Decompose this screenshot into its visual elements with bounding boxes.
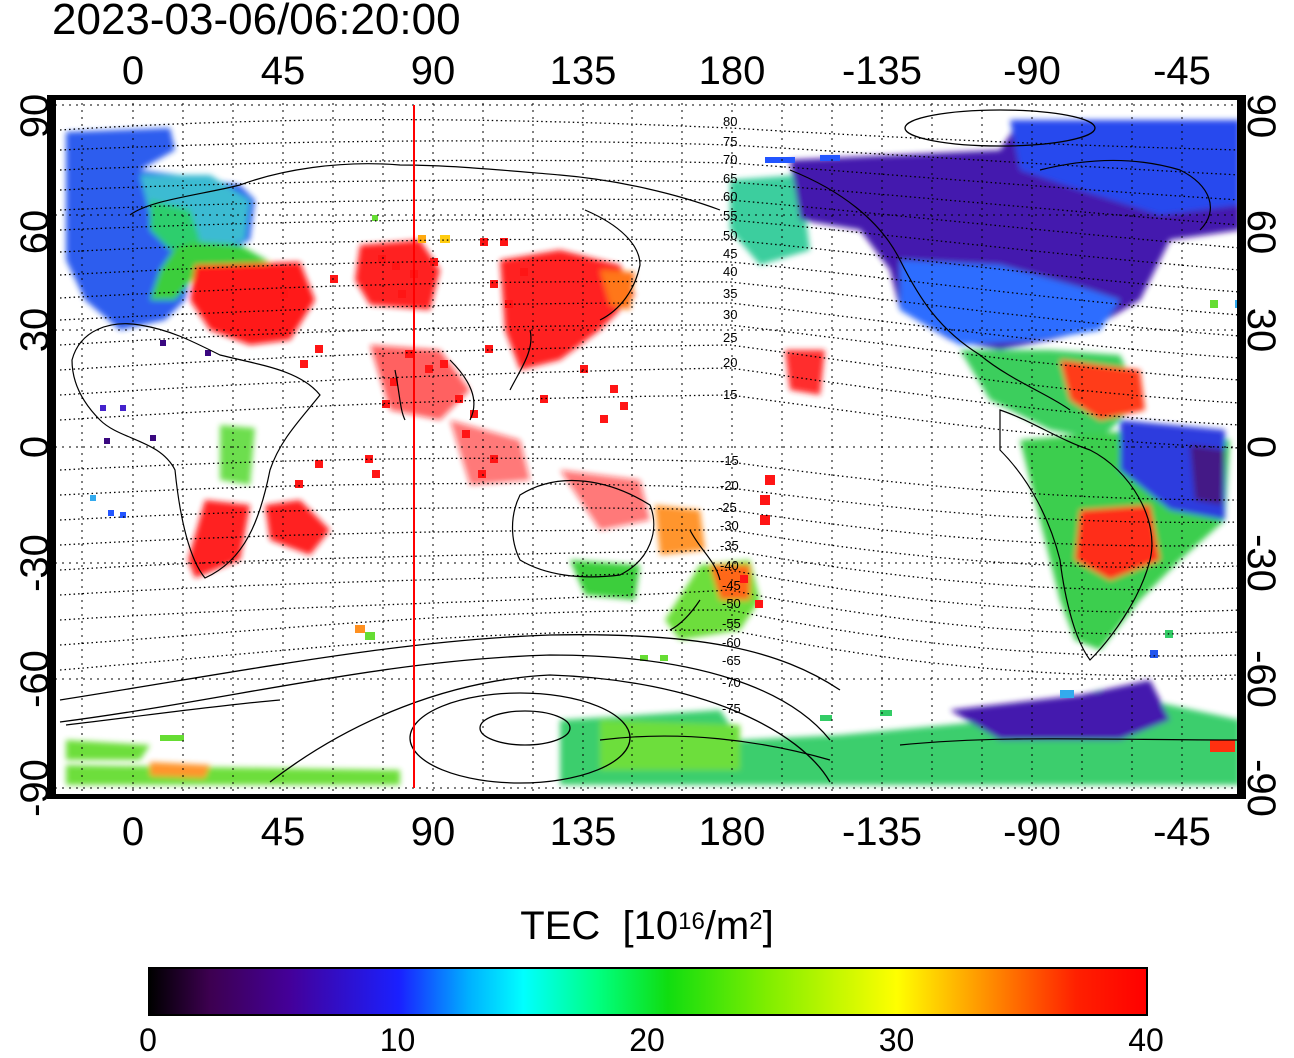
top-lon-label: 45 — [261, 49, 306, 93]
left-lat-label: 30 — [13, 308, 57, 353]
contour-label: 70 — [723, 152, 737, 167]
contour-label: -75 — [722, 701, 741, 716]
contour-label: 25 — [723, 330, 737, 345]
colorbar-tick-label: 10 — [379, 1022, 416, 1058]
top-lon-label: -45 — [1153, 49, 1211, 93]
contour-label: -65 — [722, 653, 741, 668]
top-lon-label: 180 — [699, 49, 766, 93]
left-lat-label: -60 — [13, 650, 57, 708]
contour-label: 50 — [723, 228, 737, 243]
left-latitude-labels: 90 60 30 0 -30 -60 -90 — [13, 94, 57, 817]
top-lon-label: -90 — [1003, 49, 1061, 93]
colorbar-tick-label: 0 — [139, 1022, 157, 1058]
map-title: 2023-03-06/06:20:00 — [52, 0, 461, 44]
contour-label: -55 — [722, 616, 741, 631]
top-longitude-labels: 0 45 90 135 180 -135 -90 -45 — [122, 49, 1211, 93]
bottom-lon-label: -90 — [1003, 810, 1061, 854]
contour-label: -60 — [722, 635, 741, 650]
contour-label: 35 — [723, 286, 737, 301]
contour-label: -15 — [720, 453, 739, 468]
mag-contours-solid — [59, 109, 1096, 784]
right-latitude-labels: 90 60 30 0 -30 -60 -90 — [1239, 94, 1283, 817]
colorbar-unit-exponent: 16 — [678, 908, 705, 935]
left-lat-label: -90 — [13, 759, 57, 817]
contour-label: -20 — [720, 478, 739, 493]
colorbar-tick-label: 40 — [1128, 1022, 1164, 1058]
contour-labels: 80 75 70 65 60 55 50 45 40 35 30 25 20 15 -15 -20 -25 -30… — [718, 114, 741, 716]
bottom-lon-label: -45 — [1153, 810, 1211, 854]
top-lon-label: 90 — [411, 49, 456, 93]
colorbar-title: TEC [1016/m2] — [0, 902, 1294, 950]
contour-label: -35 — [720, 538, 739, 553]
bottom-lon-label: 135 — [550, 810, 617, 854]
contour-label: -40 — [720, 558, 739, 573]
colorbar-quantity: TEC — [520, 904, 601, 948]
right-lat-label: 30 — [1239, 308, 1283, 353]
colorbar-unit-suffix: ] — [762, 904, 774, 948]
contour-label: 65 — [723, 171, 737, 186]
tec-map: 80 75 70 65 60 55 50 45 40 35 30 25 20 15 -15 -20 -25 -30… — [13, 49, 1283, 854]
colorbar-tick-label: 20 — [629, 1022, 665, 1058]
right-lat-label: -60 — [1239, 650, 1283, 708]
right-lat-label: 90 — [1239, 94, 1283, 139]
contour-label: 60 — [723, 189, 737, 204]
frame-ticks — [48, 96, 1245, 798]
colorbar-tick-label: 30 — [878, 1022, 915, 1058]
contour-label: -45 — [722, 578, 741, 593]
left-lat-label: -30 — [13, 534, 57, 592]
contour-label: 75 — [723, 134, 737, 149]
right-lat-label: -90 — [1239, 759, 1283, 817]
left-lat-label: 60 — [13, 210, 57, 255]
mag-contours — [59, 118, 1241, 677]
contour-label: 80 — [723, 114, 737, 129]
contour-label: 15 — [723, 387, 737, 402]
contour-label: -25 — [718, 500, 737, 515]
colorbar-unit-prefix: [10 — [622, 904, 679, 948]
contour-label: 45 — [723, 246, 737, 261]
bottom-longitude-labels: 0 45 90 135 180 -135 -90 -45 — [122, 810, 1211, 854]
left-lat-label: 0 — [13, 436, 57, 458]
bottom-lon-label: 180 — [699, 810, 766, 854]
contour-label: -50 — [722, 596, 741, 611]
bottom-lon-label: 90 — [411, 810, 456, 854]
top-lon-label: 135 — [550, 49, 617, 93]
colorbar-unit-exponent2: 2 — [749, 908, 763, 935]
contour-label: 30 — [723, 307, 737, 322]
bottom-lon-label: 0 — [122, 810, 144, 854]
right-lat-label: 60 — [1239, 210, 1283, 255]
bottom-lon-label: 45 — [261, 810, 306, 854]
colorbar — [148, 967, 1148, 1016]
contour-label: 40 — [723, 264, 737, 279]
contour-label: 55 — [723, 208, 737, 223]
colorbar-unit-mid: /m — [704, 904, 750, 948]
contour-label: -70 — [722, 675, 741, 690]
contour-label: -30 — [720, 518, 739, 533]
left-lat-label: 90 — [13, 94, 57, 139]
tec-patches — [66, 120, 1240, 785]
bottom-lon-label: -135 — [842, 810, 922, 854]
right-lat-label: 0 — [1239, 436, 1283, 458]
top-lon-label: -135 — [842, 49, 922, 93]
contour-label: 20 — [723, 355, 737, 370]
coastlines — [65, 159, 1241, 761]
right-lat-label: -30 — [1239, 534, 1283, 592]
top-lon-label: 0 — [122, 49, 144, 93]
